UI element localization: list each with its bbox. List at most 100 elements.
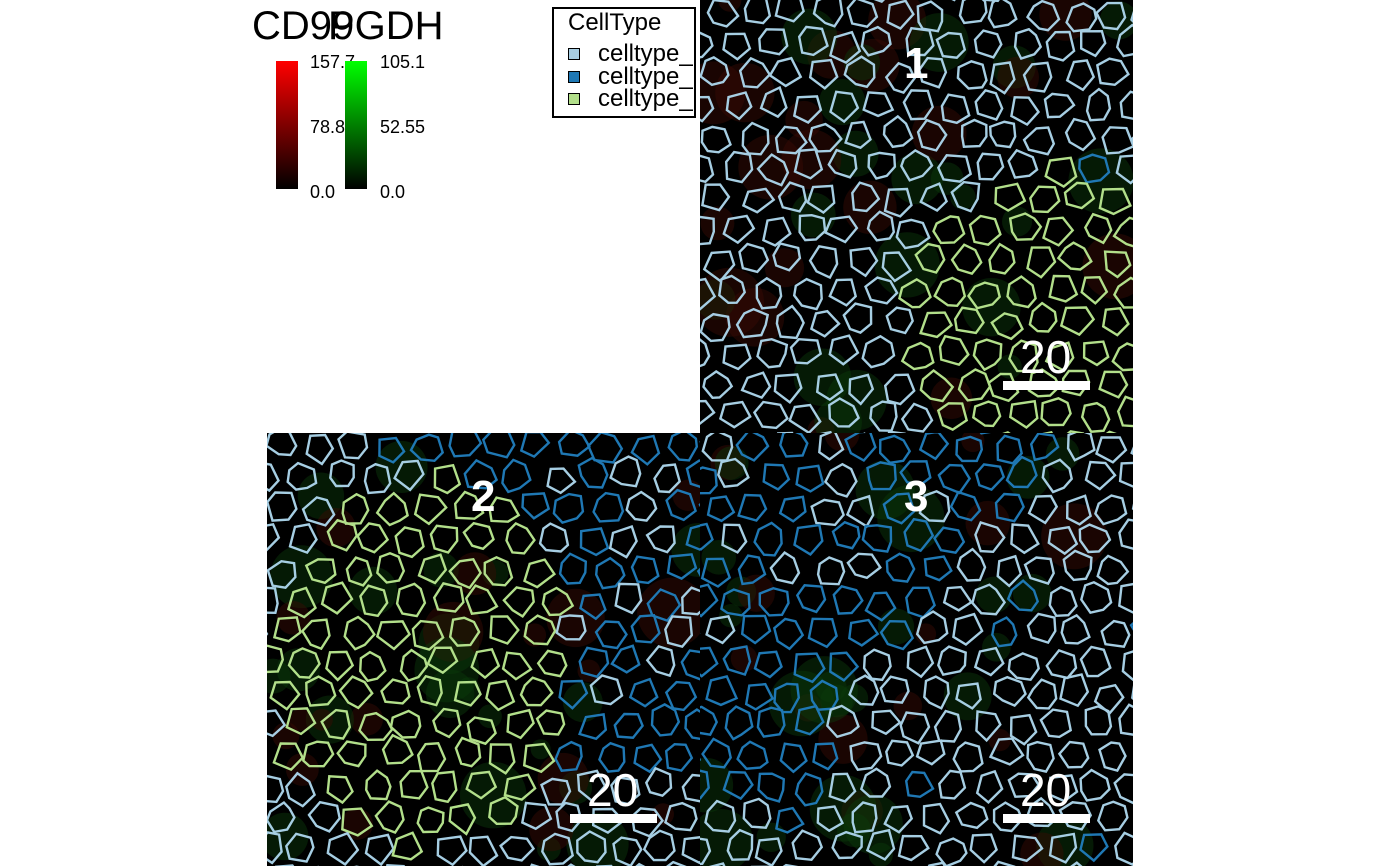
cell-outline [706,495,736,523]
cell-outline [792,95,823,124]
cell-outline [337,433,369,460]
cell-outline [842,302,873,334]
cell-outline [1008,212,1043,241]
cell-outline [1080,401,1111,433]
cell-outline [267,433,298,457]
cell-outline [499,835,536,862]
cell-outline [1042,216,1075,247]
cell-outline [664,742,694,772]
cell-outline [742,797,772,829]
cell-outline [267,491,298,522]
cell-outline [1063,181,1096,210]
cell-outline [831,830,863,860]
cell-outline [848,674,880,706]
panel-3-scale-label: 20 [1020,764,1072,816]
cell-outline [413,493,448,526]
cell-outline [664,680,698,712]
cell-outline [988,242,1016,275]
cell-outline [358,711,394,742]
cell-outline [541,586,575,617]
cell-outline [1083,212,1113,245]
cell-outline [540,777,572,806]
cell-outline [808,244,839,280]
cell-outline [417,553,448,585]
cell-outline [1040,397,1072,427]
cell-outline [557,433,591,457]
cell-outline [307,800,341,833]
cell-outline [454,736,482,768]
cell-outline [950,180,981,213]
cell-outline [915,610,949,645]
cell-outline [914,242,946,274]
cell-outline [918,56,948,89]
cell-outline [793,148,824,180]
cell-outline [756,153,790,187]
cell-outline [861,334,896,369]
cell-outline [996,554,1023,588]
cell-outline [466,716,497,746]
cell-outline [431,770,458,804]
cell-outline [341,807,374,837]
cell-outline [812,0,844,28]
cell-outline [501,651,533,681]
cell-outline [646,588,682,623]
cell-outline [700,646,719,678]
cell-outline [488,743,516,775]
cell-outline [301,496,336,527]
cell-outline [992,801,1024,833]
cell-outline [832,584,864,615]
cell-outline [579,593,607,621]
cell-outline [1005,455,1038,489]
cell-outline [726,828,754,861]
cell-outline [818,433,845,461]
cell-outline [971,583,1007,616]
cell-outline [954,801,989,830]
panel-1-cell-outlines [700,0,1133,433]
cell-outline [448,616,481,647]
cell-outline [326,775,354,805]
cell-outline [900,341,935,371]
cell-outline [1101,126,1133,155]
cell-outline [1114,831,1133,866]
cell-outline [774,125,808,155]
cell-outline [375,491,409,527]
cell-outline [955,435,984,463]
cell-outline [816,556,846,586]
cell-outline [740,614,772,645]
panel-2-number: 2 [471,472,496,521]
cell-outline [523,614,557,646]
cell-outline [1131,685,1133,701]
cell-outline [1028,301,1058,333]
cell-outline [701,737,732,769]
cell-outline [326,518,358,552]
cell-outline [918,433,950,461]
cell-outline [426,646,459,675]
cell-outline [1027,494,1059,525]
cell-outline [759,85,788,119]
cell-outline [594,620,628,650]
cell-outline [1095,57,1130,87]
celltype-legend-title: CellType [568,9,662,36]
cell-outline [364,769,392,801]
celltype-label-1: celltype_ [598,40,693,67]
cell-outline [576,769,607,803]
cell-outline [952,612,984,646]
cell-outline [1084,460,1117,491]
cell-outline [933,526,966,555]
cell-outline [987,0,1018,29]
cell-outline [700,125,732,154]
cell-outline [586,433,624,464]
cell-outline [755,276,783,310]
cell-outline [722,32,752,61]
cell-outline [969,833,998,864]
cell-outline [1095,1,1127,31]
cell-outline [915,739,946,766]
channel-title-cd99: CD99 [252,4,355,48]
cell-outline [1006,275,1037,309]
cell-outline [1065,494,1092,526]
cell-outline [700,312,731,343]
cell-outline [700,95,715,123]
cell-outline [592,491,625,523]
cell-outline [794,704,825,736]
cell-outline [1079,645,1112,678]
